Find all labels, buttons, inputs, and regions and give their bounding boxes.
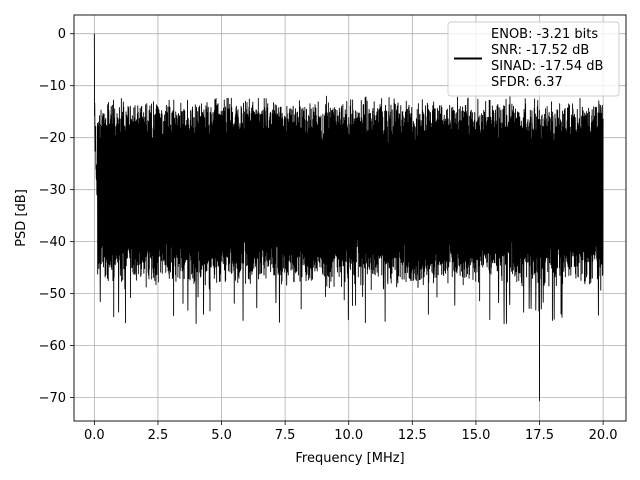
y-tick-label: −10 (39, 79, 66, 94)
x-tick-label: 7.5 (275, 428, 296, 443)
legend-entry-sfdr: SFDR: 6.37 (491, 75, 563, 90)
psd-trace (93, 33, 604, 402)
y-tick-label: −30 (39, 183, 66, 198)
y-tick-label: −40 (39, 235, 66, 250)
x-tick-label: 15.0 (461, 428, 490, 443)
axes-frame (73, 14, 627, 422)
y-tick-label: −70 (39, 391, 66, 406)
x-tick-label: 2.5 (148, 428, 169, 443)
x-tick-label: 5.0 (211, 428, 232, 443)
y-tick-label: −60 (39, 339, 66, 354)
ticks (70, 33, 604, 425)
x-tick-label: 20.0 (589, 428, 618, 443)
x-tick-label: 17.5 (525, 428, 554, 443)
x-tick-label: 12.5 (398, 428, 427, 443)
x-tick-label: 10.0 (334, 428, 363, 443)
tick-labels: 0.0 2.5 5.0 7.5 10.0 12.5 15.0 17.5 20.0 0 −10 −20 −… (39, 27, 618, 443)
x-axis-label: Frequency [MHz] (295, 451, 404, 466)
y-axis-label: PSD [dB] (14, 189, 29, 247)
legend-entry-sinad: SINAD: -17.54 dB (491, 59, 603, 74)
y-tick-label: −50 (39, 287, 66, 302)
psd-trace-group (93, 33, 604, 402)
x-tick-label: 0.0 (84, 428, 105, 443)
y-tick-label: −20 (39, 131, 66, 146)
legend-entry-enob: ENOB: -3.21 bits (491, 27, 598, 42)
legend-box (447, 21, 620, 97)
legend-entry-snr: SNR: -17.52 dB (491, 43, 589, 58)
y-tick-label: 0 (58, 27, 66, 42)
legend: ENOB: -3.21 bits SNR: -17.52 dB SINAD: -… (447, 21, 620, 97)
